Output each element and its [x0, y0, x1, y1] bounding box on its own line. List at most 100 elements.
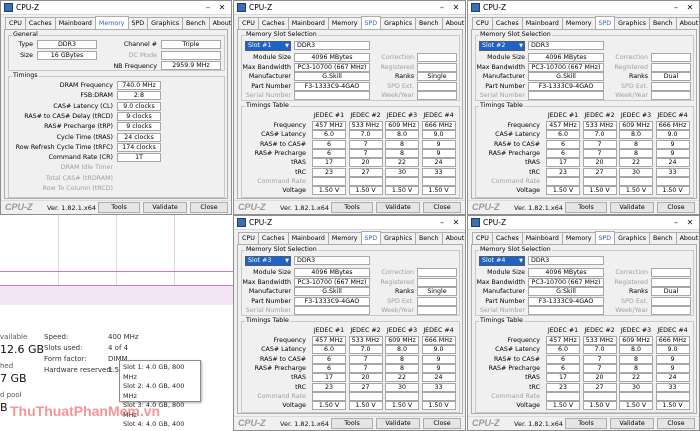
tools-button[interactable]: Tools	[565, 418, 607, 429]
max-bandwidth-value: PC3-10700 (667 MHz)	[528, 277, 604, 287]
spd-ext-value	[417, 296, 457, 306]
tab-memory[interactable]: Memory	[327, 232, 362, 244]
size-value: 16 GBytes	[37, 51, 97, 60]
memory-slot-group-label: Memory Slot Selection	[479, 246, 552, 253]
timing-cell: 6	[546, 139, 580, 149]
tab-cpu[interactable]: CPU	[5, 17, 26, 29]
tab-caches[interactable]: Caches	[257, 17, 289, 29]
close-icon[interactable]: ✕	[686, 3, 694, 12]
close-button[interactable]: Close	[423, 418, 461, 429]
validate-button[interactable]: Validate	[610, 418, 654, 429]
tab-cpu[interactable]: CPU	[472, 17, 493, 29]
timing-cell: 1.50 V	[421, 401, 456, 411]
tab-cpu[interactable]: CPU	[472, 232, 493, 244]
timing-cell: 8	[619, 148, 653, 158]
tools-button[interactable]: Tools	[331, 418, 373, 429]
slot-select[interactable]: Slot #1 ▼	[245, 41, 291, 51]
close-icon[interactable]: ✕	[452, 218, 460, 227]
slot-select[interactable]: Slot #3 ▼	[245, 256, 291, 266]
chevron-down-icon: ▼	[519, 43, 523, 49]
validate-button[interactable]: Validate	[610, 202, 654, 213]
tab-mainboard[interactable]: Mainboard	[287, 232, 329, 244]
memory-slot-group-label: Memory Slot Selection	[479, 31, 552, 38]
tab-memory[interactable]: Memory	[561, 232, 596, 244]
tab-caches[interactable]: Caches	[24, 17, 56, 29]
memory-slot-group: Memory Slot Selection Slot #1 ▼ DDR3 Module …	[241, 31, 460, 101]
minimize-icon[interactable]: –	[440, 3, 444, 12]
close-button[interactable]: Close	[423, 202, 461, 213]
minimize-icon[interactable]: –	[674, 3, 678, 12]
speed-label: Speed:	[44, 333, 69, 341]
jedec-header: JEDEC #4	[657, 112, 688, 119]
tab-mainboard[interactable]: Mainboard	[287, 17, 329, 29]
tab-caches[interactable]: Caches	[257, 232, 289, 244]
tab-cpu[interactable]: CPU	[238, 17, 259, 29]
tab-spd[interactable]: SPD	[360, 16, 382, 29]
spd-ext-value	[651, 296, 691, 306]
slot-select[interactable]: Slot #2 ▼	[479, 41, 525, 51]
tab-cpu[interactable]: CPU	[238, 232, 259, 244]
tab-spd[interactable]: SPD	[594, 231, 616, 244]
tab-graphics[interactable]: Graphics	[380, 232, 416, 244]
timing-row-label: Command Rate	[491, 392, 540, 400]
tab-about[interactable]: About	[675, 17, 699, 29]
jedec-header: JEDEC #2	[584, 112, 615, 119]
close-button[interactable]: Close	[657, 418, 695, 429]
tab-about[interactable]: About	[441, 17, 465, 29]
dc-mode-label: DC Mode	[128, 52, 157, 59]
timing-row-label: CAS# Latency	[495, 131, 540, 139]
tab-graphics[interactable]: Graphics	[614, 17, 650, 29]
tab-spd[interactable]: SPD	[360, 231, 382, 244]
memory-slot-group: Memory Slot Selection Slot #4 ▼ DDR3 Module …	[475, 246, 694, 316]
window-controls: – ✕	[435, 217, 463, 228]
timing-cell: 24	[655, 373, 690, 383]
minimize-icon[interactable]: –	[440, 218, 444, 227]
tab-about[interactable]: About	[441, 232, 465, 244]
tab-caches[interactable]: Caches	[491, 232, 523, 244]
part-number-value: F3-1333C9-4GAO	[528, 81, 604, 91]
minimize-icon[interactable]: –	[674, 218, 678, 227]
tab-memory[interactable]: Memory	[94, 16, 129, 29]
tools-button[interactable]: Tools	[565, 202, 607, 213]
close-icon[interactable]: ✕	[452, 3, 460, 12]
tools-button[interactable]: Tools	[98, 202, 140, 213]
tab-graphics[interactable]: Graphics	[380, 17, 416, 29]
tab-bench[interactable]: Bench	[648, 17, 677, 29]
tab-mainboard[interactable]: Mainboard	[521, 232, 563, 244]
tab-spd[interactable]: SPD	[594, 16, 616, 29]
tab-about[interactable]: About	[675, 232, 699, 244]
timing-cell: 1.50 V	[348, 186, 383, 196]
tab-about[interactable]: About	[208, 17, 231, 29]
tools-button[interactable]: Tools	[331, 202, 373, 213]
timings-table-group: Timings Table JEDEC #1 JEDEC #2 JEDEC #3 JED…	[475, 102, 694, 198]
timings-table-label: Timings Table	[245, 102, 290, 109]
timing-cell	[582, 391, 617, 401]
tab-mainboard[interactable]: Mainboard	[54, 17, 96, 29]
nb-frequency-value: 2959.9 MHz	[161, 61, 221, 70]
title-bar: CPU-Z – ✕	[234, 1, 465, 15]
minimize-icon[interactable]: –	[206, 3, 210, 12]
close-button[interactable]: Close	[657, 202, 695, 213]
validate-button[interactable]: Validate	[143, 202, 187, 213]
close-button[interactable]: Close	[190, 202, 228, 213]
tab-graphics[interactable]: Graphics	[614, 232, 650, 244]
tab-bench[interactable]: Bench	[414, 17, 443, 29]
validate-button[interactable]: Validate	[376, 202, 420, 213]
close-icon[interactable]: ✕	[218, 3, 226, 12]
timing-cell: 22	[385, 158, 419, 168]
close-icon[interactable]: ✕	[686, 218, 694, 227]
tab-bench[interactable]: Bench	[414, 232, 443, 244]
tab-graphics[interactable]: Graphics	[147, 17, 183, 29]
tab-caches[interactable]: Caches	[491, 17, 523, 29]
validate-button[interactable]: Validate	[376, 418, 420, 429]
tab-memory[interactable]: Memory	[561, 17, 596, 29]
tab-mainboard[interactable]: Mainboard	[521, 17, 563, 29]
tab-bench[interactable]: Bench	[181, 17, 210, 29]
slot-select[interactable]: Slot #4 ▼	[479, 256, 525, 266]
tab-memory[interactable]: Memory	[327, 17, 362, 29]
slots-value: 4 of 4	[108, 344, 129, 352]
timing-cell: 20	[582, 373, 617, 383]
tab-spd[interactable]: SPD	[127, 17, 149, 29]
timing-cell: 9	[421, 148, 456, 158]
tab-bench[interactable]: Bench	[648, 232, 677, 244]
